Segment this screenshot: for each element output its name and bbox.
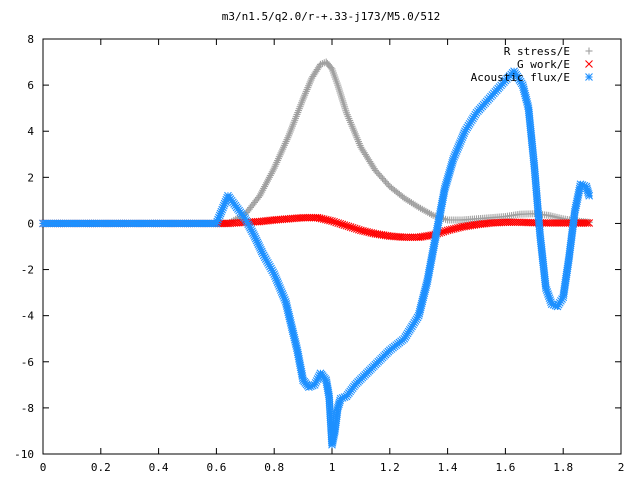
y-tick-label: -6	[21, 356, 34, 369]
data-point	[368, 161, 376, 169]
data-point	[579, 219, 588, 227]
data-point	[360, 149, 368, 157]
data-point	[376, 171, 384, 179]
data-point	[358, 145, 366, 153]
y-tick-label: -2	[21, 264, 34, 277]
data-point	[367, 159, 375, 167]
data-point	[340, 221, 349, 229]
x-axis: 0 0.2 0.4 0.6 0.8 1 1.2 1.4 1.6 1.8 2	[40, 39, 625, 474]
data-point	[585, 191, 594, 200]
y-tick-label: -8	[21, 402, 34, 415]
data-point	[336, 219, 345, 228]
x-tick-label: 1.2	[380, 461, 400, 474]
data-point	[577, 219, 586, 227]
data-point	[379, 174, 387, 182]
y-tick-label: -10	[14, 448, 34, 461]
data-point	[381, 178, 389, 186]
data-point	[352, 225, 361, 233]
data-point	[581, 219, 590, 227]
data-point	[338, 220, 347, 229]
data-point	[359, 147, 367, 155]
data-point	[373, 168, 381, 176]
y-tick-label: 6	[27, 79, 34, 92]
x-tick-label: 1.4	[438, 461, 458, 474]
data-point	[369, 163, 377, 171]
data-point	[350, 224, 359, 233]
data-point	[585, 219, 594, 227]
y-tick-label: 8	[27, 33, 34, 46]
legend-label: Acoustic flux/E	[471, 71, 570, 84]
data-point	[357, 143, 365, 151]
data-point	[361, 150, 369, 158]
data-point	[575, 219, 584, 227]
legend-label: G work/E	[517, 58, 570, 71]
data-point	[384, 181, 392, 189]
data-point	[383, 179, 391, 187]
x-tick-label: 1	[329, 461, 336, 474]
x-tick-label: 0.6	[206, 461, 226, 474]
data-point	[332, 218, 341, 227]
legend-label: R stress/E	[504, 45, 570, 58]
y-tick-label: 0	[27, 217, 34, 230]
data-point	[362, 152, 370, 160]
data-point	[348, 223, 357, 232]
chart-title: m3/n1.5/q2.0/r-+.33-j173/M5.0/512	[222, 10, 441, 23]
data-point	[365, 156, 373, 164]
data-point	[346, 223, 355, 231]
x-tick-label: 0.4	[149, 461, 169, 474]
data-point	[334, 219, 343, 228]
data-point	[374, 170, 382, 178]
data-point	[344, 222, 353, 231]
legend-marker	[585, 73, 593, 81]
data-point	[583, 219, 592, 227]
x-tick-label: 2	[618, 461, 625, 474]
y-tick-label: 4	[27, 125, 34, 138]
x-tick-label: 0.8	[264, 461, 284, 474]
legend-marker	[585, 60, 593, 68]
data-point	[254, 193, 262, 201]
y-tick-label: 2	[27, 171, 34, 184]
series-2	[39, 67, 594, 449]
x-tick-label: 0	[40, 461, 47, 474]
data-point	[366, 158, 374, 166]
data-point	[377, 173, 385, 181]
legend-marker	[585, 47, 593, 55]
data-point	[330, 217, 338, 226]
x-tick-label: 0.2	[91, 461, 111, 474]
data-point	[364, 154, 372, 162]
data-point	[371, 166, 379, 174]
data-point	[342, 221, 351, 230]
y-axis: 8 6 4 2 0 -2 -4 -6 -8 -10	[14, 33, 621, 461]
data-point	[328, 217, 336, 226]
data-point	[380, 176, 388, 184]
series-layer	[39, 58, 594, 449]
y-tick-label: -4	[21, 310, 35, 323]
series-1	[39, 213, 594, 242]
x-tick-label: 1.6	[495, 461, 515, 474]
x-tick-label: 1.8	[553, 461, 573, 474]
